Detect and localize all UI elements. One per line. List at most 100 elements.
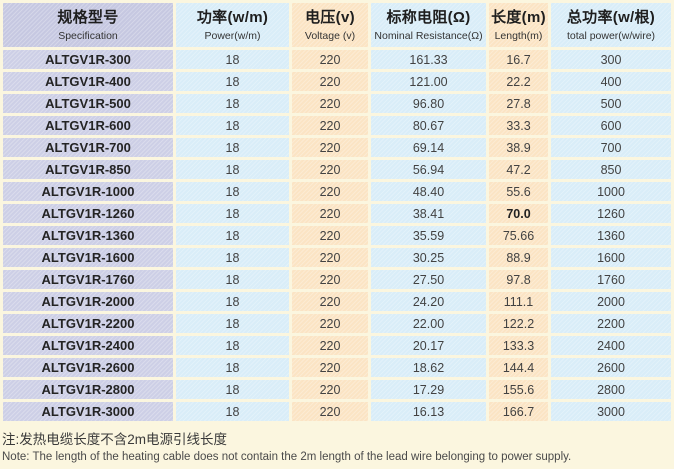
voltage-cell: 220 xyxy=(292,292,368,312)
col-header-length-en: Length(m) xyxy=(494,29,543,42)
total-power-cell: 2400 xyxy=(551,336,671,356)
col-header-total-power-en: total power(w/wire) xyxy=(566,29,656,42)
model-cell: ALTGV1R-3000 xyxy=(3,402,173,422)
power-cell: 18 xyxy=(176,204,289,224)
power-cell: 18 xyxy=(176,292,289,312)
voltage-cell: 220 xyxy=(292,204,368,224)
total-power-cell: 400 xyxy=(551,72,671,92)
power-cell: 18 xyxy=(176,226,289,246)
power-cell: 18 xyxy=(176,270,289,290)
total-power-cell: 1600 xyxy=(551,248,671,268)
resistance-cell: 16.13 xyxy=(371,402,486,422)
model-cell: ALTGV1R-2200 xyxy=(3,314,173,334)
col-header-specification-en: Specification xyxy=(58,29,118,42)
voltage-cell: 220 xyxy=(292,358,368,378)
col-header-total-power-zh: 总功率(w/根) xyxy=(566,9,656,26)
footnote-en: Note: The length of the heating cable do… xyxy=(2,451,572,464)
model-cell: ALTGV1R-300 xyxy=(3,50,173,70)
power-cell: 18 xyxy=(176,116,289,136)
power-cell: 18 xyxy=(176,402,289,422)
length-cell: 70.0 xyxy=(489,204,548,224)
col-header-voltage-en: Voltage (v) xyxy=(304,29,356,42)
resistance-cell: 30.25 xyxy=(371,248,486,268)
resistance-cell: 22.00 xyxy=(371,314,486,334)
table-row: ALTGV1R-2000 18 220 24.20 111.1 2000 xyxy=(3,292,671,312)
col-header-resistance-en: Nominal Resistance(Ω) xyxy=(374,29,483,42)
length-cell: 144.4 xyxy=(489,358,548,378)
table-row: ALTGV1R-1760 18 220 27.50 97.8 1760 xyxy=(3,270,671,290)
table-row: ALTGV1R-700 18 220 69.14 38.9 700 xyxy=(3,138,671,158)
resistance-cell: 20.17 xyxy=(371,336,486,356)
total-power-cell: 600 xyxy=(551,116,671,136)
resistance-cell: 38.41 xyxy=(371,204,486,224)
total-power-cell: 3000 xyxy=(551,402,671,422)
model-cell: ALTGV1R-600 xyxy=(3,116,173,136)
model-cell: ALTGV1R-700 xyxy=(3,138,173,158)
table-row: ALTGV1R-3000 18 220 16.13 166.7 3000 xyxy=(3,402,671,422)
length-cell: 27.8 xyxy=(489,94,548,114)
total-power-cell: 2800 xyxy=(551,380,671,400)
resistance-cell: 24.20 xyxy=(371,292,486,312)
power-cell: 18 xyxy=(176,248,289,268)
total-power-cell: 2200 xyxy=(551,314,671,334)
power-cell: 18 xyxy=(176,358,289,378)
table-row: ALTGV1R-1000 18 220 48.40 55.6 1000 xyxy=(3,182,671,202)
length-cell: 88.9 xyxy=(489,248,548,268)
table-header: 规格型号 Specification 功率(w/m) Power(w/m) 电压… xyxy=(3,3,671,48)
power-cell: 18 xyxy=(176,336,289,356)
total-power-cell: 1000 xyxy=(551,182,671,202)
total-power-cell: 850 xyxy=(551,160,671,180)
table-row: ALTGV1R-1600 18 220 30.25 88.9 1600 xyxy=(3,248,671,268)
col-header-power: 功率(w/m) Power(w/m) xyxy=(176,3,289,48)
col-header-length: 长度(m) Length(m) xyxy=(489,3,548,48)
model-cell: ALTGV1R-500 xyxy=(3,94,173,114)
table-row: ALTGV1R-2400 18 220 20.17 133.3 2400 xyxy=(3,336,671,356)
table-row: ALTGV1R-400 18 220 121.00 22.2 400 xyxy=(3,72,671,92)
header-row: 规格型号 Specification 功率(w/m) Power(w/m) 电压… xyxy=(3,3,671,48)
col-header-resistance-zh: 标称电阻(Ω) xyxy=(386,9,471,26)
col-header-voltage: 电压(v) Voltage (v) xyxy=(292,3,368,48)
voltage-cell: 220 xyxy=(292,226,368,246)
col-header-specification-zh: 规格型号 xyxy=(57,9,119,26)
length-cell: 133.3 xyxy=(489,336,548,356)
col-header-voltage-zh: 电压(v) xyxy=(305,9,355,26)
resistance-cell: 121.00 xyxy=(371,72,486,92)
length-cell: 166.7 xyxy=(489,402,548,422)
resistance-cell: 17.29 xyxy=(371,380,486,400)
total-power-cell: 700 xyxy=(551,138,671,158)
length-cell: 111.1 xyxy=(489,292,548,312)
total-power-cell: 500 xyxy=(551,94,671,114)
power-cell: 18 xyxy=(176,50,289,70)
col-header-specification: 规格型号 Specification xyxy=(3,3,173,48)
resistance-cell: 96.80 xyxy=(371,94,486,114)
voltage-cell: 220 xyxy=(292,182,368,202)
table-row: ALTGV1R-1260 18 220 38.41 70.0 1260 xyxy=(3,204,671,224)
voltage-cell: 220 xyxy=(292,402,368,422)
col-header-power-en: Power(w/m) xyxy=(204,29,261,42)
table-row: ALTGV1R-500 18 220 96.80 27.8 500 xyxy=(3,94,671,114)
resistance-cell: 161.33 xyxy=(371,50,486,70)
power-cell: 18 xyxy=(176,160,289,180)
total-power-cell: 300 xyxy=(551,50,671,70)
model-cell: ALTGV1R-1000 xyxy=(3,182,173,202)
resistance-cell: 35.59 xyxy=(371,226,486,246)
voltage-cell: 220 xyxy=(292,160,368,180)
model-cell: ALTGV1R-2600 xyxy=(3,358,173,378)
power-cell: 18 xyxy=(176,94,289,114)
length-cell: 47.2 xyxy=(489,160,548,180)
table-row: ALTGV1R-600 18 220 80.67 33.3 600 xyxy=(3,116,671,136)
model-cell: ALTGV1R-2800 xyxy=(3,380,173,400)
voltage-cell: 220 xyxy=(292,314,368,334)
total-power-cell: 1360 xyxy=(551,226,671,246)
total-power-cell: 2000 xyxy=(551,292,671,312)
length-cell: 16.7 xyxy=(489,50,548,70)
voltage-cell: 220 xyxy=(292,336,368,356)
power-cell: 18 xyxy=(176,314,289,334)
footnotes: 注:发热电缆长度不含2m电源引线长度 Note: The length of t… xyxy=(0,424,674,464)
resistance-cell: 48.40 xyxy=(371,182,486,202)
col-header-resistance: 标称电阻(Ω) Nominal Resistance(Ω) xyxy=(371,3,486,48)
model-cell: ALTGV1R-2400 xyxy=(3,336,173,356)
length-cell: 75.66 xyxy=(489,226,548,246)
length-cell: 38.9 xyxy=(489,138,548,158)
